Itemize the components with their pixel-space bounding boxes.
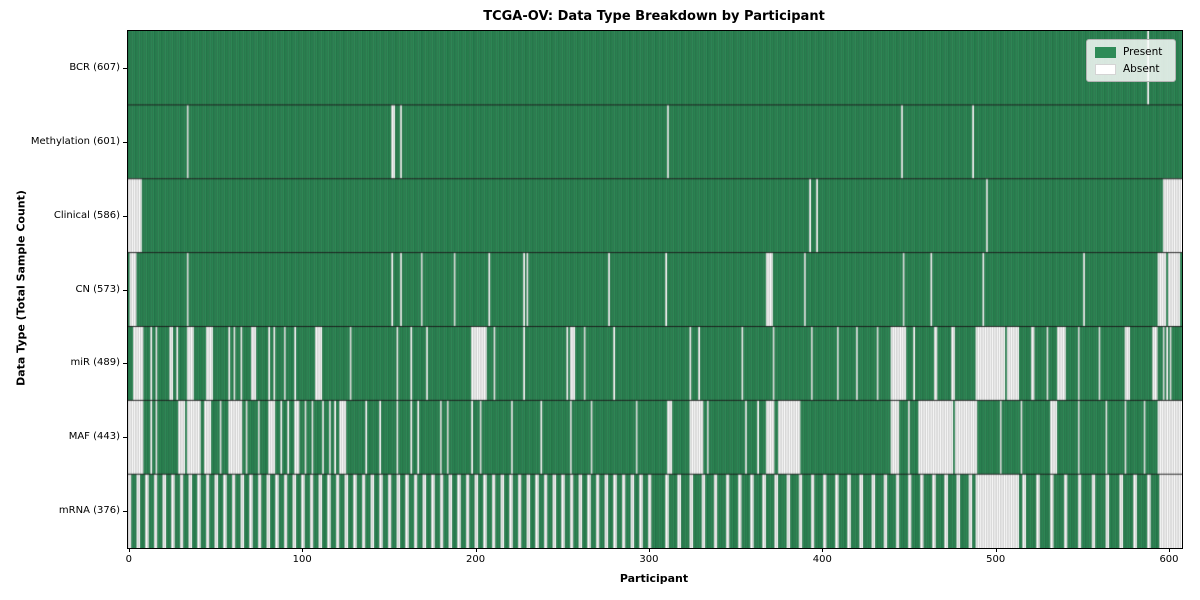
x-tick-mark (1169, 548, 1170, 552)
y-tick-mark (123, 363, 127, 364)
y-tick-label: miR (489) (70, 357, 120, 369)
y-tick-label: Clinical (586) (53, 209, 120, 221)
x-tick-label: 600 (1159, 554, 1179, 565)
x-tick-mark (129, 548, 130, 552)
y-tick-label: MAF (443) (68, 431, 120, 443)
x-tick-mark (996, 548, 997, 552)
legend-item-present: Present (1095, 46, 1167, 58)
x-tick-label: 300 (639, 554, 659, 565)
x-tick-label: 200 (466, 554, 486, 565)
y-tick-mark (123, 290, 127, 291)
x-tick-label: 500 (986, 554, 1006, 565)
legend-item-absent: Absent (1095, 63, 1167, 75)
x-tick-mark (476, 548, 477, 552)
x-tick-label: 100 (292, 554, 312, 565)
absent-swatch-icon (1095, 63, 1116, 75)
x-tick-label: 400 (812, 554, 832, 565)
y-tick-label: mRNA (376) (58, 505, 120, 517)
y-tick-label: BCR (607) (69, 61, 120, 73)
y-tick-mark (123, 68, 127, 69)
present-swatch-icon (1095, 46, 1116, 58)
x-tick-mark (822, 548, 823, 552)
y-tick-mark (123, 142, 127, 143)
legend-label-absent: Absent (1123, 63, 1160, 75)
legend: Present Absent (1086, 39, 1176, 82)
chart-title: TCGA-OV: Data Type Breakdown by Particip… (483, 9, 825, 24)
x-tick-mark (302, 548, 303, 552)
presence-matrix-canvas (128, 31, 1182, 548)
plot-area (127, 30, 1183, 549)
y-tick-mark (123, 216, 127, 217)
x-tick-label: 0 (125, 554, 133, 565)
y-tick-label: CN (573) (75, 283, 120, 295)
x-tick-mark (649, 548, 650, 552)
y-tick-mark (123, 437, 127, 438)
x-axis-label: Participant (619, 572, 689, 585)
y-tick-label: Methylation (601) (30, 135, 120, 147)
y-tick-mark (123, 511, 127, 512)
legend-label-present: Present (1123, 46, 1163, 58)
